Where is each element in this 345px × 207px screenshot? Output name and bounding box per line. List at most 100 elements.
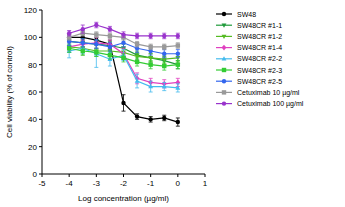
legend-marker <box>222 68 226 72</box>
data-point <box>175 85 180 89</box>
error-bar <box>135 114 139 119</box>
data-point <box>67 31 71 35</box>
y-tick-label: 0 <box>33 170 38 179</box>
error-bar <box>67 31 71 36</box>
data-point <box>135 60 139 64</box>
legend-marker <box>222 35 227 39</box>
x-tick <box>42 174 43 177</box>
error-bar <box>108 41 112 49</box>
data-point <box>148 117 152 121</box>
data-point <box>121 56 125 60</box>
y-tick-label: 80 <box>28 61 37 70</box>
error-bar <box>176 50 180 58</box>
series <box>67 22 180 38</box>
data-point <box>176 62 180 66</box>
x-tick-label: 1 <box>203 179 208 188</box>
x-tick <box>177 174 178 177</box>
x-tick <box>69 174 70 177</box>
legend-marker <box>222 79 226 83</box>
error-bar <box>122 39 126 47</box>
data-point <box>162 57 167 61</box>
error-bar <box>162 115 166 120</box>
y-tick-label: 60 <box>28 88 37 97</box>
error-bar <box>81 40 85 48</box>
legend-marker <box>222 101 226 105</box>
series-line <box>69 33 178 47</box>
error-bar <box>108 43 112 51</box>
error-bar <box>81 39 85 47</box>
y-tick <box>39 64 42 65</box>
legend-label: SW48CR #2-5 <box>237 78 282 85</box>
data-point <box>176 43 180 47</box>
data-point <box>81 27 85 31</box>
x-tick-label: -4 <box>66 179 74 188</box>
error-bar <box>81 41 85 55</box>
x-tick-label: -2 <box>120 179 128 188</box>
error-bar <box>149 33 153 38</box>
error-bar <box>94 40 98 67</box>
data-point <box>81 41 85 45</box>
data-point <box>162 52 166 56</box>
error-bar <box>135 41 139 46</box>
data-point <box>176 120 180 124</box>
data-point <box>121 32 125 36</box>
data-point <box>148 62 152 66</box>
error-bar <box>176 84 180 92</box>
chart: 020406080100120-5-4-3-2-101Log concentra… <box>0 0 345 207</box>
data-point <box>148 34 152 38</box>
series-line <box>69 25 178 36</box>
legend-label: SW48CR #1-4 <box>237 44 282 51</box>
series-line <box>69 37 178 122</box>
data-point <box>162 34 166 38</box>
legend-label: SW48CR #1-2 <box>237 33 282 40</box>
legend-label: Cetuximab 100 µg/ml <box>237 100 304 108</box>
legend-label: SW48CR #2-2 <box>237 55 282 62</box>
error-bar <box>162 62 166 70</box>
error-bar <box>122 54 126 62</box>
series-line <box>69 48 178 66</box>
series <box>67 35 180 127</box>
data-point <box>81 35 85 39</box>
error-bar <box>176 43 180 48</box>
error-bar <box>176 61 180 69</box>
data-point <box>121 41 125 45</box>
x-tick-label: -1 <box>147 179 155 188</box>
error-bar <box>122 32 126 37</box>
data-point <box>148 84 153 88</box>
error-bar <box>67 44 71 58</box>
x-axis-label: Log concentration (µg/ml) <box>78 194 169 203</box>
error-bar <box>149 54 153 62</box>
data-point <box>135 42 139 46</box>
y-tick <box>39 92 42 93</box>
error-bar <box>108 33 112 38</box>
data-point <box>67 40 72 44</box>
data-point <box>94 32 98 36</box>
series <box>67 31 180 50</box>
series <box>67 37 181 68</box>
plot-area <box>67 22 181 126</box>
y-tick <box>39 119 42 120</box>
error-bar <box>81 39 85 47</box>
data-point <box>162 64 166 68</box>
error-bar <box>94 40 98 48</box>
data-point <box>148 56 153 60</box>
y-axis-label: Cell viability (% of control) <box>5 46 14 138</box>
data-point <box>176 52 180 56</box>
error-bar <box>122 48 126 59</box>
data-point <box>135 114 139 118</box>
series <box>67 37 180 58</box>
data-point <box>175 63 180 67</box>
error-bar <box>108 26 112 31</box>
x-tick <box>205 174 206 177</box>
error-bar <box>162 50 166 58</box>
error-bar <box>122 95 126 111</box>
error-bar <box>162 82 166 90</box>
legend-marker <box>222 56 227 60</box>
series <box>67 37 181 88</box>
data-point <box>67 35 71 39</box>
data-point <box>162 45 166 49</box>
y-tick <box>39 37 42 38</box>
error-bar <box>176 118 180 126</box>
legend-marker <box>222 90 226 94</box>
data-point <box>108 34 112 38</box>
